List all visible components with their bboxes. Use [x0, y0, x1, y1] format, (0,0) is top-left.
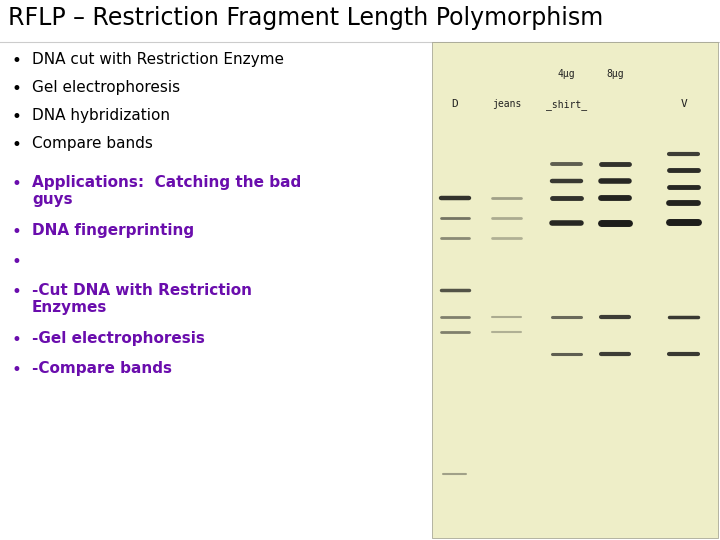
Text: •: •: [12, 361, 22, 379]
Text: RFLP – Restriction Fragment Length Polymorphism: RFLP – Restriction Fragment Length Polym…: [8, 6, 603, 30]
Text: DNA cut with Restriction Enzyme: DNA cut with Restriction Enzyme: [32, 52, 284, 67]
Text: _shirt_: _shirt_: [546, 99, 587, 110]
Bar: [432, 42, 718, 538]
Text: -Cut DNA with Restriction
Enzymes: -Cut DNA with Restriction Enzymes: [32, 283, 252, 315]
Text: -Gel electrophoresis: -Gel electrophoresis: [32, 331, 205, 346]
Text: V: V: [680, 99, 687, 109]
Text: DNA hybridization: DNA hybridization: [32, 108, 170, 123]
Text: •: •: [12, 223, 22, 241]
Text: •: •: [12, 175, 22, 193]
Text: Gel electrophoresis: Gel electrophoresis: [32, 80, 180, 95]
Text: Applications:  Catching the bad
guys: Applications: Catching the bad guys: [32, 175, 301, 207]
Text: 4μg: 4μg: [557, 69, 575, 79]
Text: D: D: [451, 99, 458, 109]
Text: -Compare bands: -Compare bands: [32, 361, 172, 376]
Text: 8μg: 8μg: [606, 69, 624, 79]
Text: •: •: [12, 52, 22, 70]
Text: •: •: [12, 331, 22, 349]
Text: •: •: [12, 136, 22, 154]
Text: •: •: [12, 80, 22, 98]
Text: DNA fingerprinting: DNA fingerprinting: [32, 223, 194, 238]
Text: Compare bands: Compare bands: [32, 136, 153, 151]
Text: jeans: jeans: [492, 99, 521, 109]
Text: •: •: [12, 253, 22, 271]
Text: •: •: [12, 283, 22, 301]
Text: •: •: [12, 108, 22, 126]
